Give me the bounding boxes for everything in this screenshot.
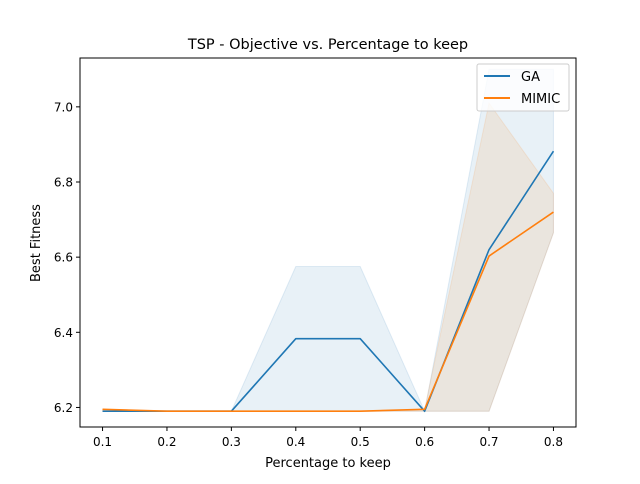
y-axis: 6.2 6.4 6.6 6.8 7.0 xyxy=(54,100,80,415)
x-tick-label: 0.2 xyxy=(157,435,176,449)
y-tick-label: 6.8 xyxy=(54,176,73,190)
legend-label-ga: GA xyxy=(521,70,540,85)
series-lines xyxy=(102,150,555,413)
x-tick-label: 0.8 xyxy=(544,435,563,449)
plot-frame xyxy=(79,57,577,428)
x-tick-label: 0.7 xyxy=(479,435,498,449)
x-tick-label: 0.3 xyxy=(222,435,241,449)
legend: GA MIMIC xyxy=(476,63,570,112)
y-tick-label: 6.6 xyxy=(54,251,73,265)
x-tick-label: 0.6 xyxy=(415,435,434,449)
series-line-mimic xyxy=(102,211,554,413)
x-tick-label: 0.1 xyxy=(93,435,112,449)
chart-title: TSP - Objective vs. Percentage to keep xyxy=(187,37,468,53)
x-tick-label: 0.4 xyxy=(286,435,305,449)
x-axis-label: Percentage to keep xyxy=(265,456,391,471)
y-tick-label: 6.2 xyxy=(54,401,73,415)
x-axis: 0.1 0.2 0.3 0.4 0.5 0.6 0.7 0.8 xyxy=(93,427,563,449)
x-tick-label: 0.5 xyxy=(351,435,370,449)
y-tick-label: 7.0 xyxy=(54,100,73,114)
y-tick-label: 6.4 xyxy=(54,326,73,340)
legend-label-mimic: MIMIC xyxy=(521,92,560,107)
y-axis-label: Best Fitness xyxy=(29,204,44,282)
confidence-bands xyxy=(102,68,554,413)
